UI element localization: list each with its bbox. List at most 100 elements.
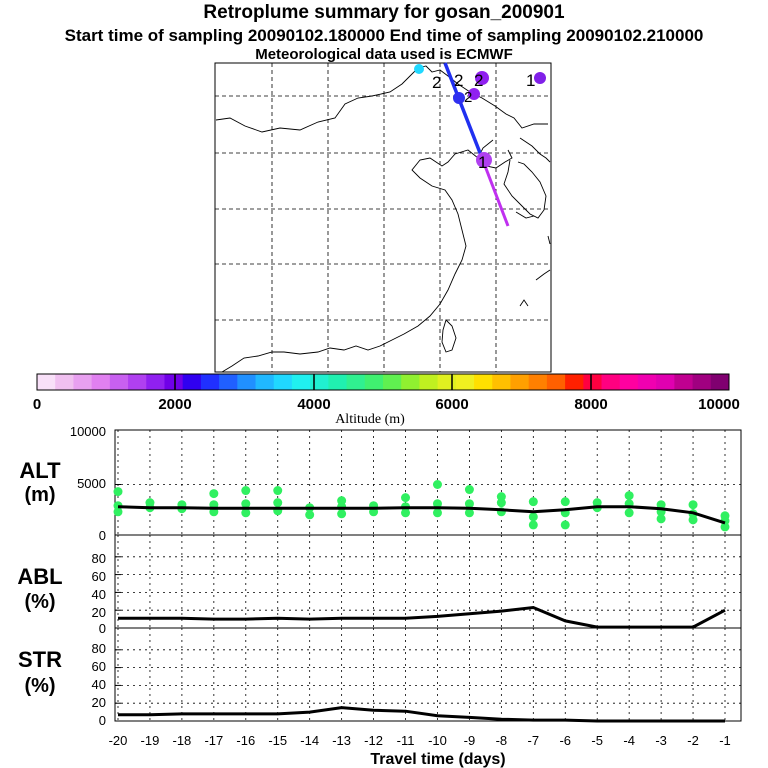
panel-alt-ytick-10000: 10000	[70, 424, 106, 439]
colorbar-cell	[346, 374, 366, 390]
colorbar-cell	[164, 374, 184, 390]
marker-label-cyan: 2	[432, 73, 441, 92]
scatter-point	[688, 500, 698, 510]
trajectory-blue	[443, 62, 484, 159]
scatter-point	[432, 480, 442, 489]
colorbar-cell	[273, 374, 293, 390]
colorbar-cell	[565, 374, 584, 390]
scatter-point	[528, 512, 538, 522]
panel-str: 80 60 40 20 0 STR (%)	[18, 627, 742, 728]
x-tick-label: -13	[332, 733, 351, 748]
colorbar-cell	[291, 374, 311, 390]
marker-purple-c	[534, 72, 546, 84]
x-tick-label: -1	[719, 733, 731, 748]
panel-abl-ylabel-1: ABL	[17, 564, 62, 589]
x-tick-label: -5	[591, 733, 603, 748]
trajectory-markers: 2 2 2 2 1 1	[414, 64, 546, 172]
scatter-point	[113, 487, 123, 497]
panel-str-ytick-80: 80	[92, 641, 106, 656]
scatter-point	[592, 498, 602, 508]
scatter-point	[464, 485, 474, 495]
panel-alt-frame	[114, 429, 742, 536]
colorbar-cell	[237, 374, 257, 390]
x-tick-label: -9	[464, 733, 476, 748]
colorbar-cell	[583, 374, 603, 390]
colorbar-cell	[656, 374, 675, 390]
x-tick-label: -4	[623, 733, 635, 748]
x-tick-label: -7	[528, 733, 540, 748]
scatter-point	[337, 509, 347, 519]
scatter-point	[432, 499, 442, 509]
panel-abl-ytick-0: 0	[99, 621, 106, 636]
x-tick-label: -19	[141, 733, 160, 748]
panel-str-ylabel-1: STR	[18, 647, 62, 672]
scatter-point	[624, 491, 634, 501]
sampling-times: Start time of sampling 20090102.180000 E…	[64, 26, 704, 45]
panel-alt-ylabel-2: (m)	[24, 484, 55, 506]
colorbar-cell	[128, 374, 147, 390]
colorbar-cell	[674, 374, 694, 390]
map-grid	[215, 63, 551, 372]
colorbar-cell	[364, 374, 384, 390]
panel-str-grid	[115, 628, 741, 721]
x-tick-label: -6	[559, 733, 571, 748]
scatter-point	[464, 508, 474, 518]
x-tick-label: -20	[109, 733, 128, 748]
colorbar-tick-6000: 6000	[435, 396, 468, 413]
marker-label-purple-a: 2	[474, 71, 483, 90]
x-tick-label: -11	[397, 733, 415, 748]
colorbar-cell	[692, 374, 712, 390]
coastlines	[215, 65, 551, 373]
x-tick-label: -16	[236, 733, 255, 748]
colorbar-cell	[109, 374, 129, 390]
colorbar-cell	[182, 374, 202, 390]
scatter-point	[113, 507, 123, 517]
colorbar-cell	[455, 374, 475, 390]
colorbar-cell	[492, 374, 511, 390]
map-frame	[214, 62, 552, 373]
scatter-point	[432, 508, 442, 518]
meteo-data-note: Meteorological data used is ECMWF	[255, 46, 513, 63]
colorbar-tick-8000: 8000	[574, 396, 607, 413]
x-tick-label: -8	[496, 733, 508, 748]
marker-purple-d	[476, 152, 492, 168]
colorbar-cell	[528, 374, 548, 390]
colorbar-cell	[710, 374, 730, 390]
scatter-point	[241, 508, 251, 518]
panel-str-ytick-60: 60	[92, 659, 106, 674]
colorbar-tick-10000: 10000	[698, 396, 740, 413]
colorbar-major-ticks	[174, 374, 592, 390]
scatter-point	[273, 498, 283, 508]
scatter-point	[656, 500, 666, 510]
x-tick-label: -12	[364, 733, 383, 748]
marker-label-purple-d: 1	[478, 153, 487, 172]
marker-purple-b	[468, 88, 480, 100]
colorbar-cell	[637, 374, 657, 390]
x-tick-label: -18	[172, 733, 191, 748]
marker-blue	[453, 92, 465, 104]
colorbar-cell	[619, 374, 639, 390]
panel-alt-scatter	[113, 480, 730, 532]
panel-abl-ytick-60: 60	[92, 569, 106, 584]
panel-abl-ytick-40: 40	[92, 587, 106, 602]
scatter-point	[560, 520, 570, 530]
marker-cyan	[414, 64, 424, 74]
panel-alt-ytick-5000: 5000	[77, 476, 106, 491]
colorbar-tick-0: 0	[33, 396, 41, 413]
scatter-point	[528, 497, 538, 507]
colorbar-cell	[310, 374, 329, 390]
colorbar-cell	[474, 374, 493, 390]
colorbar-cell	[73, 374, 93, 390]
panel-abl-ytick-20: 20	[92, 605, 106, 620]
panel-abl-grid	[115, 535, 741, 628]
colorbar-cell	[383, 374, 402, 390]
colorbar-cell	[328, 374, 348, 390]
x-tick-label: -14	[300, 733, 319, 748]
panel-str-frame	[114, 627, 742, 722]
scatter-point	[528, 520, 538, 530]
colorbar-cells	[37, 374, 730, 390]
scatter-point	[656, 514, 666, 524]
panel-abl: 80 60 40 20 0 ABL (%)	[17, 534, 742, 636]
